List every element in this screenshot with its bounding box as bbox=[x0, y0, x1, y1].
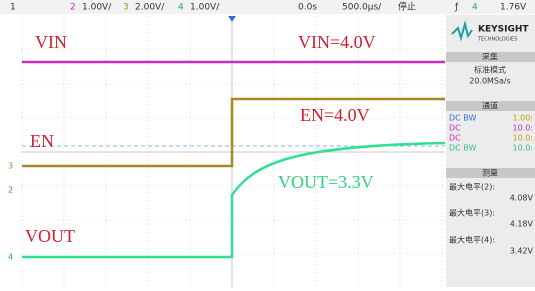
channel-coupling: DC BW bbox=[449, 144, 476, 153]
ch3-scale: 2.00V/ bbox=[135, 3, 165, 13]
channels-title: 通道 bbox=[482, 101, 498, 111]
measure-value: 4.18V bbox=[510, 220, 534, 229]
acquire-mode: 标准模式 bbox=[474, 65, 506, 75]
measure-title: 测量 bbox=[482, 169, 498, 178]
scope-screen: 1 2 1.00V/ 3 2.00V/ 4 1.00V/ 0.0s 500.0µ… bbox=[0, 0, 535, 287]
vin-value: VIN=4.0V bbox=[298, 32, 376, 52]
ch2-label: 2 bbox=[70, 3, 76, 13]
ch4-label: 4 bbox=[178, 3, 184, 13]
ch1-label: 1 bbox=[10, 3, 16, 13]
vout-value: VOUT=3.3V bbox=[278, 172, 374, 192]
timebase: 500.0µs/ bbox=[342, 3, 382, 13]
en-label: EN bbox=[30, 131, 54, 151]
ch2-scale: 1.00V/ bbox=[82, 3, 112, 13]
ch3-marker: 3 bbox=[8, 162, 13, 171]
ch2-marker: 2 bbox=[8, 186, 13, 195]
vout-trace bbox=[22, 143, 445, 257]
acquire-rate: 20.0MSa/s bbox=[469, 77, 511, 86]
channel-coupling: DC bbox=[449, 124, 461, 133]
run-status: 停止 bbox=[398, 1, 416, 13]
brand-sub: TECHNOLOGIES bbox=[477, 37, 517, 43]
delay: 0.0s bbox=[298, 3, 317, 13]
brand: KEYSIGHT bbox=[478, 25, 529, 35]
trigger-marker bbox=[228, 16, 236, 22]
en-value: EN=4.0V bbox=[300, 105, 370, 125]
channel-coupling: DC bbox=[449, 134, 461, 143]
en-trace bbox=[22, 99, 445, 166]
channel-coupling: DC BW bbox=[449, 114, 476, 123]
acquire-title: 采集 bbox=[482, 52, 498, 62]
measure-value: 3.42V bbox=[510, 247, 534, 256]
ch3-label: 3 bbox=[123, 3, 129, 13]
measure-value: 4.08V bbox=[510, 194, 534, 203]
channel-scale: 1.00: bbox=[512, 114, 533, 123]
trigger-source: 4 bbox=[472, 3, 478, 13]
measure-name: 最大电平(4): bbox=[449, 235, 495, 245]
measure-name: 最大电平(2): bbox=[449, 182, 495, 192]
vout-label: VOUT bbox=[25, 226, 75, 246]
ch4-scale: 1.00V/ bbox=[190, 3, 220, 13]
trigger-level: 1.76V bbox=[500, 3, 527, 13]
ch4-marker: 4 bbox=[8, 253, 13, 262]
channel-scale: 10.0: bbox=[512, 124, 533, 133]
vin-label: VIN bbox=[35, 32, 67, 52]
measure-name: 最大电平(3): bbox=[449, 208, 495, 218]
channel-scale: 10.0: bbox=[512, 144, 533, 153]
scope: 1 2 1.00V/ 3 2.00V/ 4 1.00V/ 0.0s 500.0µ… bbox=[0, 0, 535, 287]
channel-scale: 10.0: bbox=[512, 134, 533, 143]
